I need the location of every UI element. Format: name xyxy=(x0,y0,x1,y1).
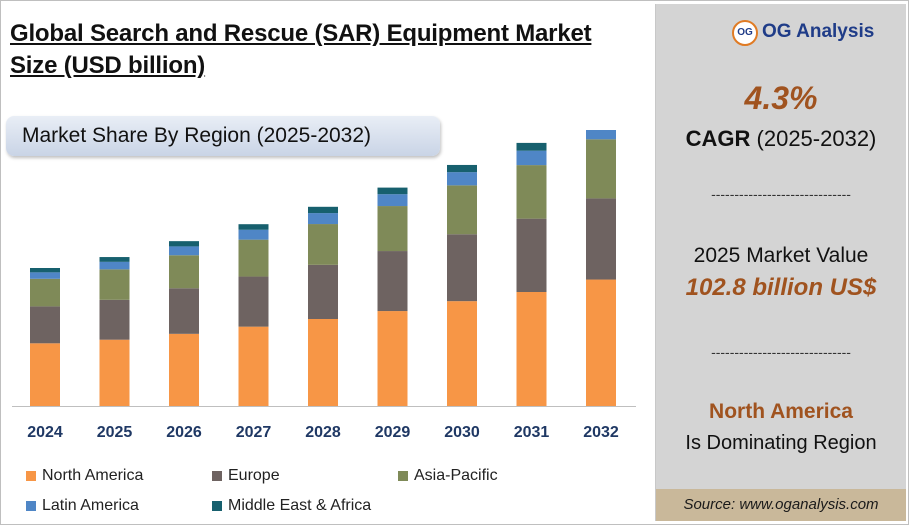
bar-2027-north-america xyxy=(238,326,269,406)
legend-label: North America xyxy=(42,467,144,484)
divider-bottom: ------------------------------ xyxy=(711,344,851,360)
bar-2024-middle-east-africa xyxy=(30,268,60,273)
bar-2024-europe xyxy=(30,306,60,344)
bar-2029-latin-america xyxy=(377,194,408,207)
bar-2030-middle-east-africa xyxy=(447,164,477,173)
legend-item-latin-america[interactable]: Latin America xyxy=(26,496,139,516)
source-text[interactable]: Source: www.oganalysis.com xyxy=(683,496,879,513)
bar-2030-north-america xyxy=(447,301,477,406)
bar-2029-asia-pacific xyxy=(377,206,408,252)
x-tick-label: 2028 xyxy=(305,424,341,441)
og-logo-icon: OG xyxy=(732,20,758,46)
bar-2025-europe xyxy=(99,299,130,340)
bar-2028-middle-east-africa xyxy=(308,206,338,214)
bar-2030-europe xyxy=(447,234,477,302)
legend-swatch-icon xyxy=(26,501,36,511)
chart-area: 2024 2025 2026 2027 2028 2029 2030 2031 2032 xyxy=(12,130,636,441)
bar-2027-europe xyxy=(238,276,269,327)
bar-2027-middle-east-africa xyxy=(238,224,269,230)
bar-2031-north-america xyxy=(516,292,547,406)
legend-item-europe[interactable]: Europe xyxy=(212,466,280,486)
x-tick-label: 2032 xyxy=(583,424,619,441)
bar-2027-latin-america xyxy=(238,229,269,240)
bar-2032-latin-america xyxy=(586,130,616,140)
bar-2028-north-america xyxy=(308,319,338,406)
legend-label: Asia-Pacific xyxy=(414,467,498,484)
bar-2027-asia-pacific xyxy=(238,239,269,277)
legend-label: Latin America xyxy=(42,497,139,514)
bar-2025-north-america xyxy=(99,339,130,406)
chart-legend: North America Europe Asia-Pacific Latin Ame… xyxy=(26,466,626,522)
region-share-banner: Market Share By Region (2025-2032) xyxy=(6,116,440,156)
bar-2030-asia-pacific xyxy=(447,185,477,235)
bar-2031-middle-east-africa xyxy=(516,142,547,151)
bar-2026-north-america xyxy=(169,333,199,406)
chart-title: Global Search and Rescue (SAR) Equipment… xyxy=(10,20,592,79)
bar-2028-latin-america xyxy=(308,213,338,225)
bar-2030-latin-america xyxy=(447,172,477,186)
cagr-label: CAGR xyxy=(685,126,751,151)
bar-2025-middle-east-africa xyxy=(99,257,130,262)
bar-2024-north-america xyxy=(30,343,60,406)
divider-top: ------------------------------ xyxy=(711,186,851,202)
bar-2029-europe xyxy=(377,251,408,312)
legend-swatch-icon xyxy=(212,471,222,481)
bar-2031-asia-pacific xyxy=(516,165,547,219)
x-tick-label: 2025 xyxy=(97,424,133,441)
legend-swatch-icon xyxy=(212,501,222,511)
legend-item-north-america[interactable]: North America xyxy=(26,466,143,486)
cagr-label-line: CAGR (2025-2032) xyxy=(656,126,906,152)
bar-2025-latin-america xyxy=(99,261,130,270)
market-value-label: 2025 Market Value xyxy=(693,244,869,267)
legend-label: Middle East & Africa xyxy=(228,497,372,514)
bar-2026-middle-east-africa xyxy=(169,241,199,247)
bar-2028-asia-pacific xyxy=(308,224,338,265)
x-tick-label: 2030 xyxy=(444,424,480,441)
bar-2029-north-america xyxy=(377,311,408,406)
legend-item-middle-east-africa[interactable]: Middle East & Africa xyxy=(212,496,371,516)
bar-2024-latin-america xyxy=(30,272,60,279)
x-tick-label: 2024 xyxy=(27,424,63,441)
x-tick-label: 2029 xyxy=(375,424,411,441)
bar-2032-north-america xyxy=(586,279,616,406)
bar-2025-asia-pacific xyxy=(99,269,130,300)
source-footer: Source: www.oganalysis.com xyxy=(656,489,906,521)
legend-swatch-icon xyxy=(26,471,36,481)
bar-2029-middle-east-africa xyxy=(377,187,408,195)
legend-label: Europe xyxy=(228,467,280,484)
bar-2028-europe xyxy=(308,264,338,319)
summary-sidebar: OG OG Analysis 4.3% CAGR (2025-2032) ---… xyxy=(655,4,906,521)
bar-2031-europe xyxy=(516,218,547,292)
market-value: 102.8 billion US$ xyxy=(685,274,877,301)
cagr-period: (2025-2032) xyxy=(756,126,877,151)
bar-2031-latin-america xyxy=(516,150,547,166)
x-tick-label: 2027 xyxy=(236,424,272,441)
x-tick-label: 2026 xyxy=(166,424,202,441)
bar-2026-asia-pacific xyxy=(169,255,199,289)
legend-item-asia-pacific[interactable]: Asia-Pacific xyxy=(398,466,498,486)
dominating-region-label: Is Dominating Region xyxy=(685,432,877,454)
bar-2032-europe xyxy=(586,198,616,280)
cagr-value: 4.3% xyxy=(744,80,818,116)
logo-text: OG Analysis xyxy=(762,21,875,42)
bar-2026-europe xyxy=(169,288,199,334)
bar-2032-asia-pacific xyxy=(586,139,616,199)
x-tick-label: 2031 xyxy=(514,424,550,441)
legend-swatch-icon xyxy=(398,471,408,481)
bar-2026-latin-america xyxy=(169,246,199,256)
dominating-region: North America xyxy=(709,400,853,423)
bar-2024-asia-pacific xyxy=(30,278,60,307)
